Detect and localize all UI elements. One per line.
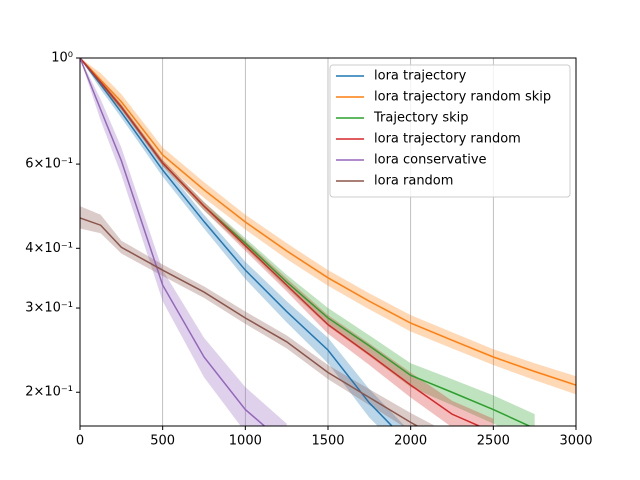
confidence-band bbox=[80, 58, 405, 426]
legend-box bbox=[329, 64, 571, 198]
x-tick-label: 3000 bbox=[559, 434, 592, 449]
y-tick-label: 4×10⁻¹ bbox=[25, 241, 73, 256]
legend: lora trajectory lora trajectory random sk… bbox=[329, 64, 571, 198]
y-tick-label: 3×10⁻¹ bbox=[25, 301, 73, 316]
x-tick-label: 500 bbox=[150, 434, 175, 449]
y-tick-label: 10⁰ bbox=[51, 51, 73, 66]
y-tick-label: 2×10⁻¹ bbox=[25, 385, 73, 400]
confidence-band bbox=[80, 58, 287, 426]
axes: 0 500 1000 1500 2000 2500 3000 10⁰ 6×10⁻¹ 4×10⁻¹ 3… bbox=[25, 51, 592, 449]
confidence-band bbox=[80, 58, 576, 395]
x-tick-label: 2500 bbox=[477, 434, 510, 449]
legend-label: lora trajectory random skip bbox=[374, 90, 551, 105]
x-tick-label: 1500 bbox=[311, 434, 344, 449]
legend-label: lora trajectory bbox=[374, 69, 467, 84]
plot-area bbox=[80, 58, 576, 426]
y-tick-label: 6×10⁻¹ bbox=[25, 157, 73, 172]
series-line bbox=[80, 58, 393, 426]
x-tick-label: 1000 bbox=[229, 434, 262, 449]
series-line bbox=[80, 58, 482, 426]
series-line bbox=[80, 58, 576, 386]
legend-label: lora trajectory random bbox=[374, 132, 521, 147]
legend-label: lora random bbox=[374, 174, 453, 189]
x-tick-label: 2000 bbox=[394, 434, 427, 449]
legend-label: Trajectory skip bbox=[373, 111, 469, 126]
series-line bbox=[80, 58, 266, 426]
x-tick-label: 0 bbox=[76, 434, 84, 449]
series-line bbox=[80, 217, 419, 426]
legend-label: lora conservative bbox=[374, 153, 487, 168]
